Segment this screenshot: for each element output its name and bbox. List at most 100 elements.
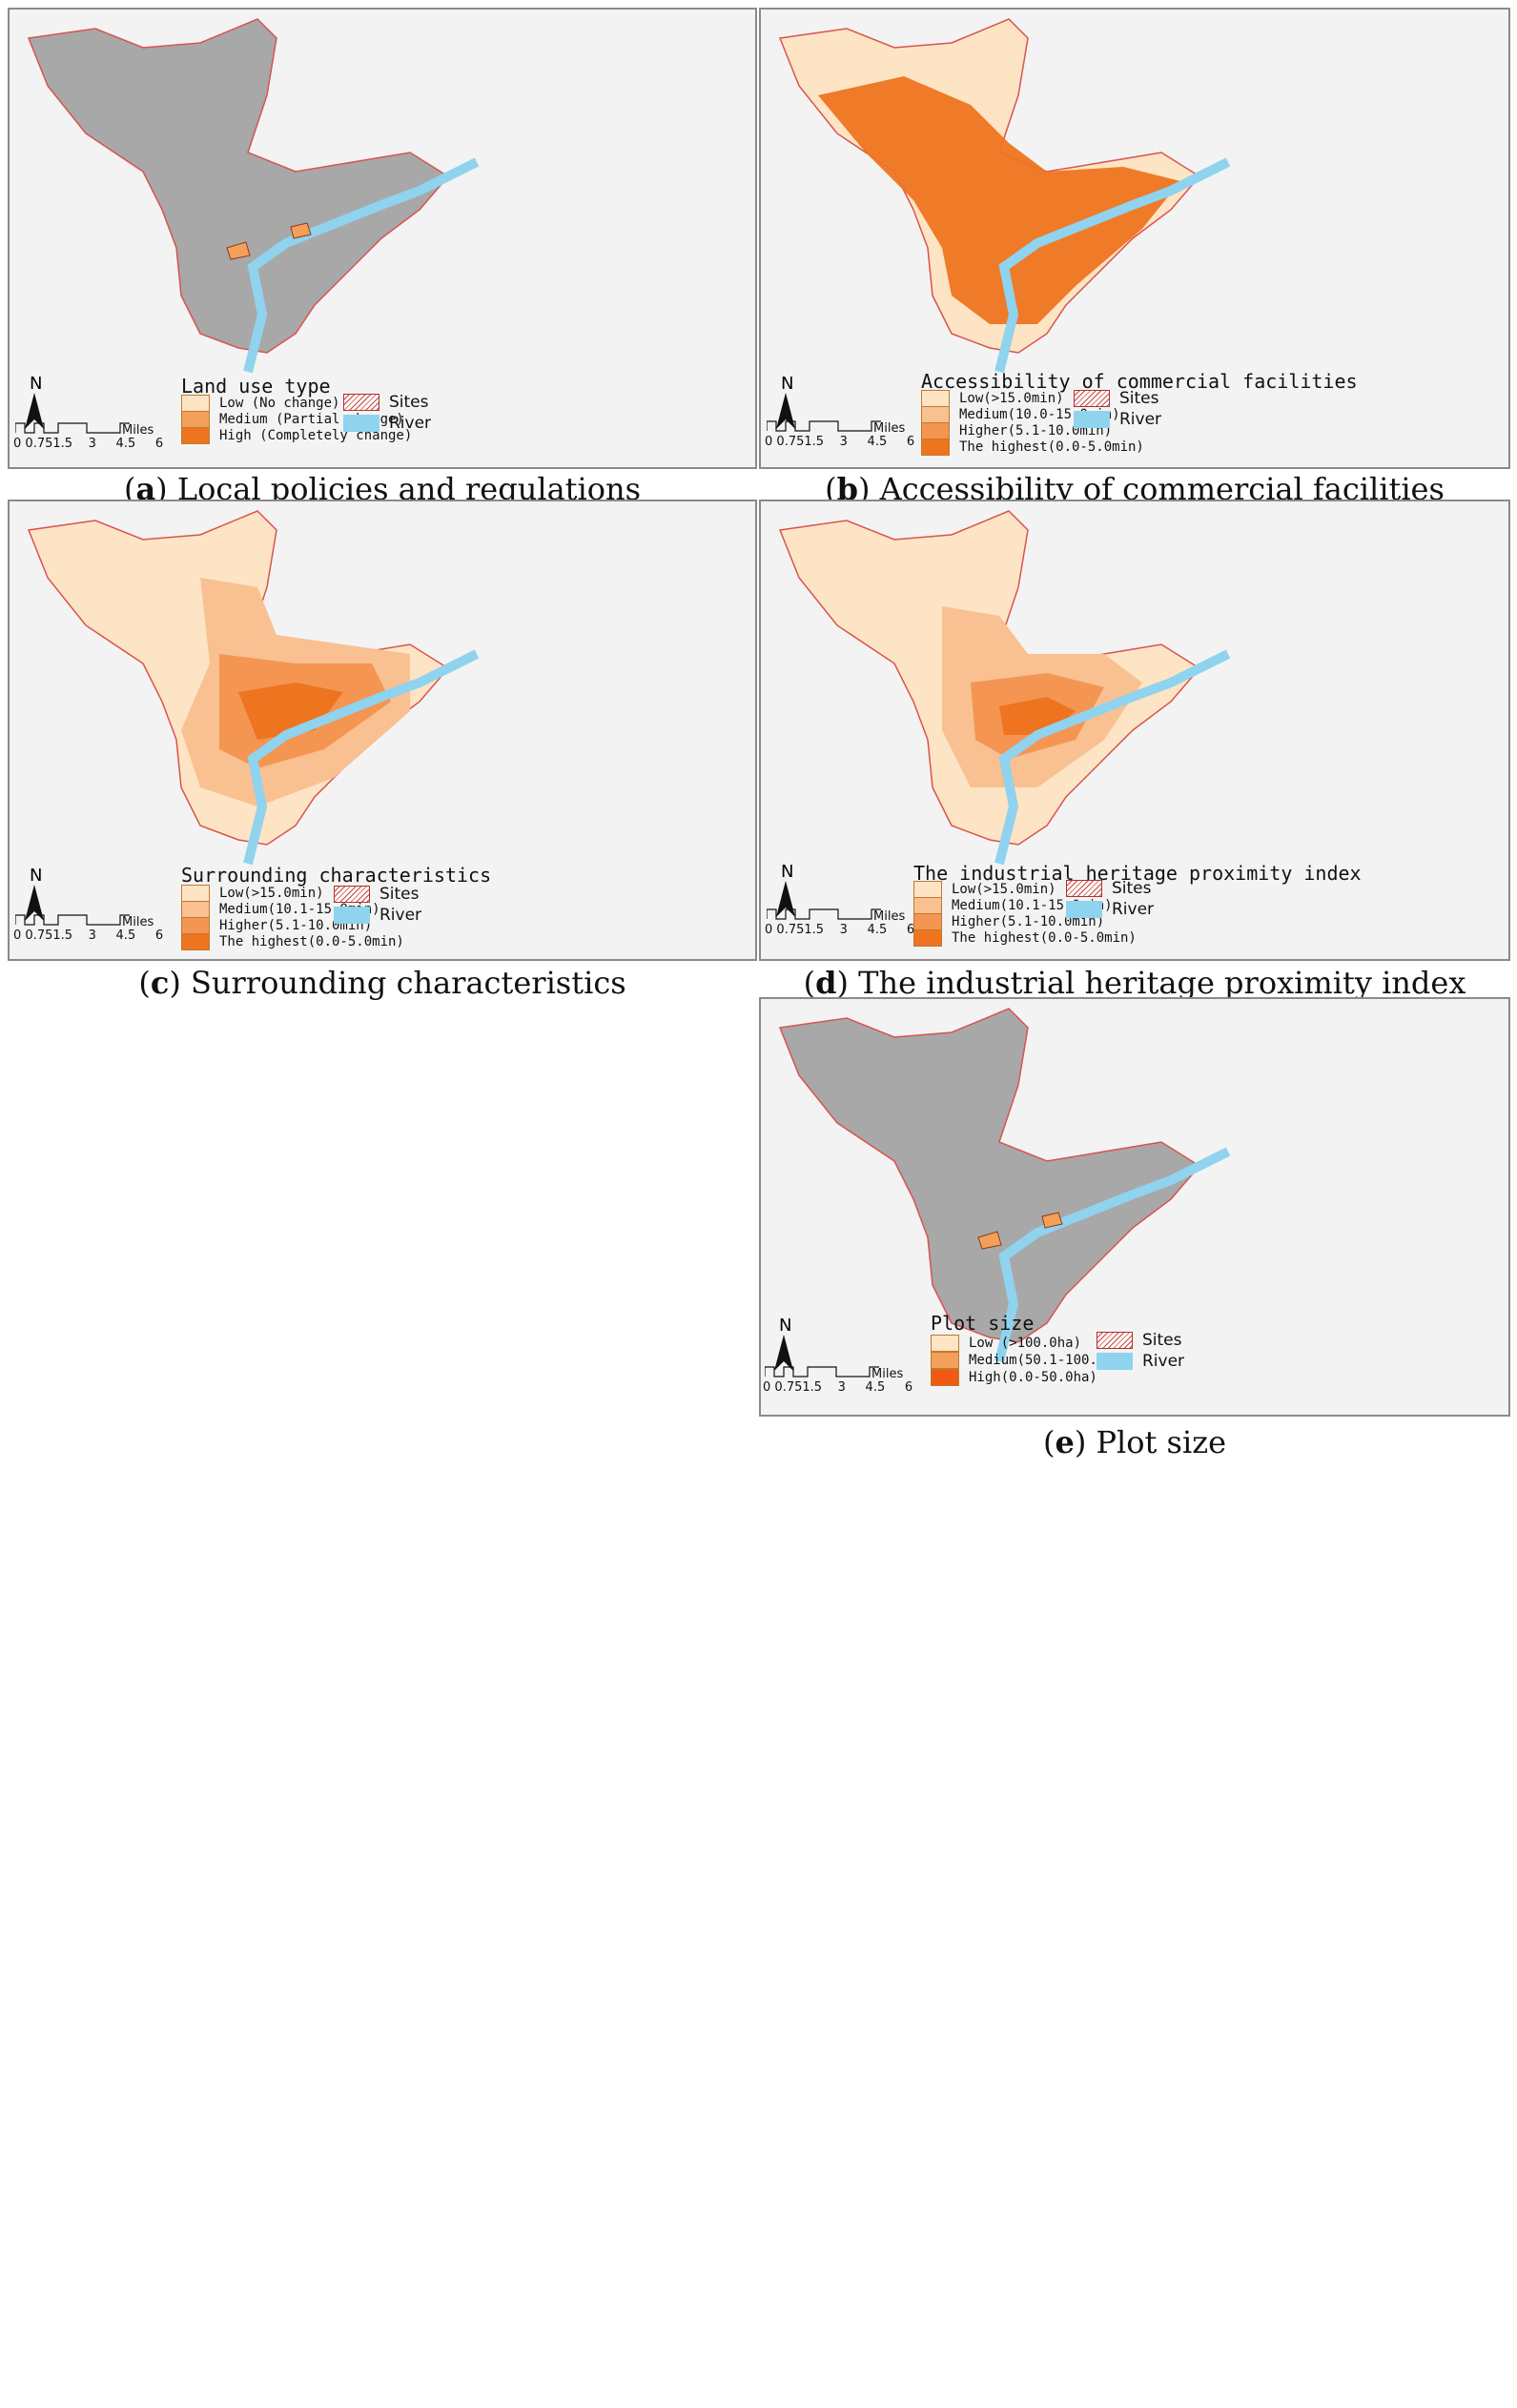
legend-river-c: River (334, 906, 421, 925)
scale-tick: 0 (763, 1380, 771, 1395)
scale-tick: 1.5 (52, 437, 73, 451)
legend-swatch (913, 897, 942, 914)
legend-swatch (931, 1369, 959, 1386)
scale-ticks-d: 0 0.751.5 3 4.5 6 (765, 923, 914, 937)
legend-label: The highest(0.0-5.0min) (959, 439, 1144, 455)
legend-river-d: River (1066, 900, 1154, 919)
map-panel-a: N 0 0.751.5 3 4.5 6 Miles Land use type … (8, 8, 757, 469)
caption-text: Surrounding characteristics (190, 965, 626, 1001)
legend-label: The highest(0.0-5.0min) (219, 934, 404, 949)
legend-swatch (921, 390, 950, 407)
legend-river-b: River (1074, 410, 1161, 429)
legend-swatch (913, 881, 942, 898)
scale-tick: 4.5 (115, 929, 136, 943)
scale-tick: 1.5 (804, 435, 825, 449)
caption-letter: b (836, 471, 858, 507)
scale-tick: 3 (839, 923, 848, 937)
legend-swatch (921, 422, 950, 439)
legend-item-c-0: Low(>15.0min) (181, 885, 324, 902)
zone-b-highest (818, 76, 1180, 324)
legend-label: River (1112, 900, 1155, 919)
caption-letter: c (150, 965, 170, 1001)
river-swatch-icon (334, 907, 370, 924)
legend-title-d: The industrial heritage proximity index (913, 862, 1362, 885)
scale-unit-b: Miles (873, 421, 906, 436)
legend-item-e-2: High(0.0-50.0ha) (931, 1369, 1097, 1386)
north-label: N (781, 374, 794, 394)
caption-letter: e (1055, 1424, 1075, 1460)
scale-unit-d: Miles (873, 909, 906, 924)
scale-tick: 6 (904, 1380, 913, 1395)
legend-swatch (181, 395, 210, 412)
legend-sites-a: Sites (343, 393, 429, 412)
scale-tick: 4.5 (867, 923, 888, 937)
legend-label: Higher(5.1-10.0min) (952, 914, 1105, 929)
city-boundary-e (778, 1008, 1201, 1343)
map-a-canvas (27, 18, 480, 374)
legend-sites-d: Sites (1066, 879, 1152, 898)
sites-hatch-icon (1097, 1332, 1133, 1349)
site-a-1 (226, 241, 251, 260)
sites-hatch-icon (1074, 390, 1110, 407)
legend-swatch (931, 1352, 959, 1369)
legend-sites-c: Sites (334, 885, 420, 904)
scale-tick: 0.75 (25, 437, 53, 451)
river-b (994, 157, 1231, 374)
scale-tick: 3 (88, 437, 96, 451)
river-swatch-icon (1074, 411, 1110, 428)
scale-ticks-e: 0 0.751.5 3 4.5 6 (763, 1380, 912, 1395)
map-b-canvas (778, 18, 1231, 374)
sites-hatch-icon (343, 394, 379, 411)
legend-swatch (181, 427, 210, 444)
legend-label: Medium(50.1-100.0ha) (969, 1353, 1130, 1368)
legend-label: River (389, 414, 432, 433)
scale-tick: 0 (765, 923, 773, 937)
caption-d: (d) The industrial heritage proximity in… (803, 965, 1466, 1001)
map-e-canvas (778, 1008, 1231, 1363)
legend-swatch (913, 913, 942, 930)
north-label: N (781, 862, 794, 882)
scale-tick: 1.5 (52, 929, 73, 943)
legend-sites-b: Sites (1074, 389, 1159, 408)
legend-label: Low (>100.0ha) (969, 1336, 1082, 1351)
legend-swatch (921, 439, 950, 456)
scale-tick: 4.5 (867, 435, 888, 449)
scale-tick: 6 (154, 437, 164, 451)
legend-item-a-2: High (Completely change) (181, 427, 412, 444)
river-swatch-icon (343, 415, 379, 432)
legend-title-e: Plot size (931, 1312, 1035, 1335)
scale-tick: 0 (13, 437, 22, 451)
map-panel-d: N 0 0.751.5 3 4.5 6 Miles The industrial… (759, 500, 1510, 961)
legend-label: Sites (1119, 389, 1159, 408)
north-label: N (30, 866, 43, 886)
map-panel-b: N 0 0.751.5 3 4.5 6 Miles Accessibility … (759, 8, 1510, 469)
caption-text: Plot size (1096, 1424, 1226, 1460)
scale-bar-b (767, 420, 881, 432)
site-a-2 (290, 222, 312, 239)
legend-label: Sites (379, 885, 420, 904)
caption-text: The industrial heritage proximity index (858, 965, 1466, 1001)
legend-label: Low(>15.0min) (959, 391, 1064, 406)
legend-item-e-0: Low (>100.0ha) (931, 1335, 1081, 1352)
north-arrow-a: N (23, 374, 46, 429)
scale-tick: 3 (837, 1380, 846, 1395)
sites-hatch-icon (334, 886, 370, 903)
scale-tick: 3 (839, 435, 848, 449)
sites-hatch-icon (1066, 880, 1102, 897)
scale-tick: 0.75 (776, 923, 805, 937)
site-e-2 (1041, 1212, 1063, 1229)
north-arrow-b: N (774, 374, 797, 429)
scale-unit-c: Miles (122, 915, 154, 929)
caption-letter: a (135, 471, 156, 507)
legend-title-b: Accessibility of commercial facilities (921, 370, 1358, 393)
legend-item-a-0: Low (No change) (181, 395, 339, 412)
scale-unit-a: Miles (122, 423, 154, 438)
scale-tick: 1.5 (804, 923, 825, 937)
legend-river-a: River (343, 414, 431, 433)
legend-item-c-3: The highest(0.0-5.0min) (181, 933, 404, 950)
scale-bar-e (765, 1366, 879, 1377)
scale-tick: 4.5 (115, 437, 136, 451)
scale-tick: 3 (88, 929, 96, 943)
caption-c: (c) Surrounding characteristics (138, 965, 626, 1001)
legend-swatch (181, 901, 210, 918)
